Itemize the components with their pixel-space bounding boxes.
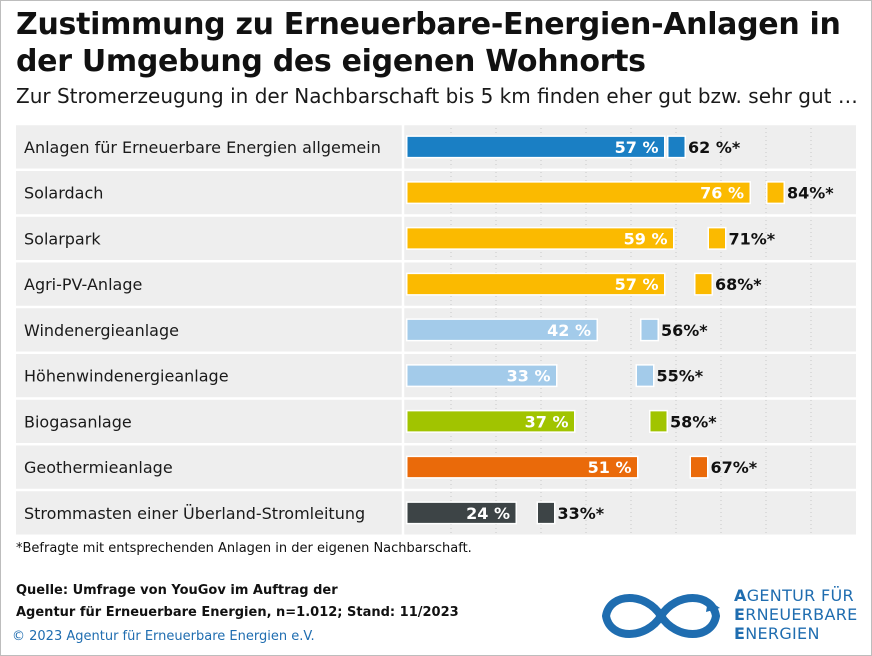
- logo-initial-3: E: [734, 624, 746, 643]
- marker-value-label: 71%*: [729, 229, 776, 248]
- bar-value-label: 42 %: [547, 321, 591, 340]
- marker: [538, 502, 554, 523]
- category-label: Biogasanlage: [24, 412, 132, 431]
- logo-rest-3: NERGIEN: [745, 624, 820, 643]
- bar: [407, 319, 597, 340]
- marker: [709, 228, 725, 249]
- bar: [407, 182, 750, 203]
- bar-value-label: 51 %: [588, 458, 632, 477]
- bar: [407, 228, 673, 249]
- logo-initial-2: E: [734, 605, 746, 624]
- bar: [407, 274, 664, 295]
- category-label: Anlagen für Erneuerbare Energien allgeme…: [24, 138, 381, 157]
- bar-chart: Anlagen für Erneuerbare Energien allgeme…: [16, 122, 856, 537]
- category-label: Geothermieanlage: [24, 458, 173, 477]
- marker-value-label: 84%*: [787, 184, 834, 203]
- footnote: *Befragte mit entsprechenden Anlagen in …: [16, 541, 472, 556]
- marker-value-label: 58%*: [670, 412, 717, 431]
- logo-rest-1: GENTUR FÜR: [746, 586, 854, 605]
- marker-value-label: 67%*: [711, 458, 758, 477]
- bar-value-label: 33 %: [507, 367, 551, 386]
- category-label: Strommasten einer Überland-Stromleitung: [24, 504, 365, 523]
- category-label: Windenergieanlage: [24, 321, 179, 340]
- marker: [650, 411, 667, 432]
- marker: [695, 274, 712, 295]
- logo-rest-2: RNEUERBARE: [745, 605, 858, 624]
- bar-value-label: 57 %: [615, 275, 659, 294]
- infinity-logo-icon: [602, 594, 720, 638]
- logo-wordmark: AGENTUR FÜR ERNEUERBARE ENERGIEN: [734, 586, 858, 643]
- category-label: Solardach: [24, 184, 103, 203]
- source-line-2: Agentur für Erneuerbare Energien, n=1.01…: [16, 605, 459, 620]
- logo-initial-1: A: [734, 586, 747, 605]
- marker: [637, 365, 653, 386]
- copyright: © 2023 Agentur für Erneuerbare Energien …: [12, 629, 315, 644]
- aee-logo: AGENTUR FÜR ERNEUERBARE ENERGIEN: [596, 586, 866, 646]
- bar: [407, 411, 574, 432]
- marker: [691, 457, 707, 478]
- marker-value-label: 68%*: [715, 275, 762, 294]
- bar-value-label: 24 %: [466, 504, 510, 523]
- bar-value-label: 59 %: [624, 229, 668, 248]
- bar-value-label: 57 %: [615, 138, 659, 157]
- category-label: Höhenwindenergieanlage: [24, 367, 229, 386]
- category-label: Agri-PV-Anlage: [24, 275, 142, 294]
- chart-title: Zustimmung zu Erneuerbare-Energien-Anlag…: [16, 7, 841, 79]
- marker-value-label: 56%*: [661, 321, 708, 340]
- source-line-1: Quelle: Umfrage von YouGov im Auftrag de…: [16, 583, 338, 598]
- bar: [407, 136, 664, 157]
- bar-value-label: 76 %: [700, 184, 744, 203]
- source-note: Quelle: Umfrage von YouGov im Auftrag de…: [16, 580, 459, 624]
- marker: [641, 319, 658, 340]
- marker-value-label: 55%*: [657, 367, 704, 386]
- bar: [407, 365, 556, 386]
- bar: [407, 502, 516, 523]
- marker: [767, 182, 784, 203]
- bar-value-label: 37 %: [525, 412, 569, 431]
- bar: [407, 457, 637, 478]
- chart-subtitle: Zur Stromerzeugung in der Nachbarschaft …: [16, 84, 858, 108]
- marker: [668, 136, 685, 157]
- marker-value-label: 62 %*: [688, 138, 741, 157]
- marker-value-label: 33%*: [558, 504, 605, 523]
- category-label: Solarpark: [24, 229, 101, 248]
